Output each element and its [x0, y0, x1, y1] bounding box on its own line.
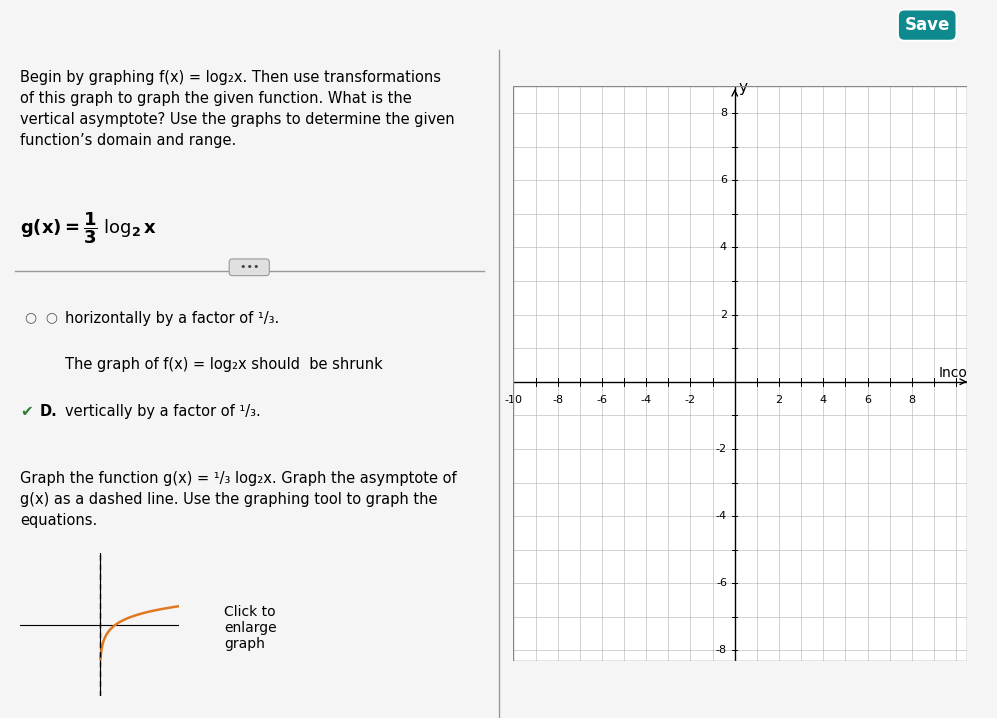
Text: 8: 8 — [908, 395, 915, 405]
Text: vertically by a factor of ¹/₃.: vertically by a factor of ¹/₃. — [65, 404, 260, 419]
Text: -8: -8 — [552, 395, 563, 405]
Text: -2: -2 — [716, 444, 727, 454]
Text: -4: -4 — [641, 395, 652, 405]
Text: 2: 2 — [776, 395, 783, 405]
Text: 8: 8 — [720, 108, 727, 118]
Text: 6: 6 — [720, 175, 727, 185]
Text: y: y — [739, 80, 748, 95]
Text: Save: Save — [904, 16, 950, 34]
Text: 2: 2 — [720, 309, 727, 320]
Text: ○  ○: ○ ○ — [25, 311, 58, 325]
Text: Begin by graphing f(x) = log₂x. Then use transformations
of this graph to graph : Begin by graphing f(x) = log₂x. Then use… — [20, 70, 455, 149]
Text: The graph of f(x) = log₂x should  be shrunk: The graph of f(x) = log₂x should be shru… — [65, 358, 383, 373]
Text: -6: -6 — [596, 395, 607, 405]
Text: 4: 4 — [820, 395, 827, 405]
Text: -6: -6 — [716, 578, 727, 588]
Text: 6: 6 — [864, 395, 871, 405]
Text: 4: 4 — [720, 243, 727, 253]
Text: •••: ••• — [232, 262, 266, 272]
Text: -8: -8 — [716, 645, 727, 656]
Text: -2: -2 — [685, 395, 696, 405]
Text: horizontally by a factor of ¹/₃.: horizontally by a factor of ¹/₃. — [65, 311, 279, 326]
Text: $\mathbf{g(x) = \dfrac{1}{3}\ \log_2 x}$: $\mathbf{g(x) = \dfrac{1}{3}\ \log_2 x}$ — [20, 210, 157, 246]
Text: -10: -10 — [504, 395, 522, 405]
Text: D.: D. — [40, 404, 58, 419]
Text: Click to
enlarge
graph: Click to enlarge graph — [224, 605, 277, 651]
Text: ✔: ✔ — [20, 404, 33, 419]
Text: Inco: Inco — [938, 366, 967, 381]
Text: Graph the function g(x) = ¹/₃ log₂x. Graph the asymptote of
g(x) as a dashed lin: Graph the function g(x) = ¹/₃ log₂x. Gra… — [20, 471, 457, 528]
Text: -4: -4 — [716, 511, 727, 521]
